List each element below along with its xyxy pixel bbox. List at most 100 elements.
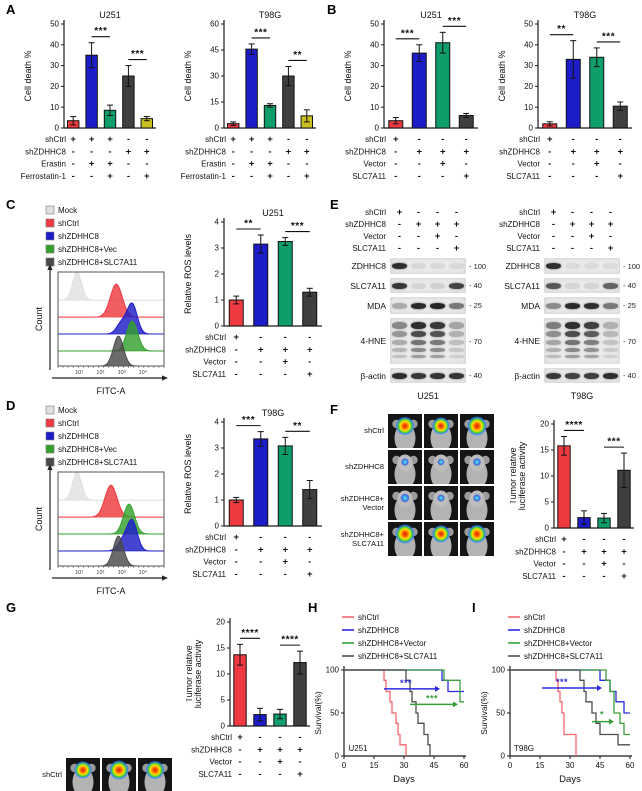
antibody-label: SLC7A11 [350,280,386,291]
panel-label-c: C [6,197,16,212]
condition-symbol: + [297,769,303,780]
blot-condition-symbol: + [607,218,614,230]
blot-band [603,348,618,352]
condition-row-label: shZDHHC8 [515,547,556,556]
blot-band [411,322,426,329]
x-tick-label: 45 [596,761,605,770]
condition-row-label: shCtrl [205,333,226,342]
condition-symbol: - [394,146,397,157]
flow-curve [58,320,164,352]
y-tick-label: 40 [50,40,59,49]
bioluminescence-signal [437,494,445,502]
legend-swatch [45,218,55,228]
condition-symbol: + [126,146,132,157]
condition-symbol: + [70,134,76,145]
panel-label-b: B [327,2,337,17]
y-tick-label: 30 [370,61,379,70]
x-axis-label: Days [559,774,581,785]
cell-line-label: T98G [514,744,534,753]
blot-condition-symbol: + [453,218,460,230]
condition-symbol: - [278,769,281,780]
fitc-axis-label: FITC-A [97,586,126,596]
condition-row-label: SLC7A11 [522,572,556,581]
blot-strip [390,258,466,274]
condition-symbol: + [267,134,273,145]
western-blot-u251: shCtrl + - - - shZDHHC8- + + + Vector - - + - SLC7A11-… [338,206,486,402]
blot-band [565,302,580,309]
flow-curve [58,283,164,318]
condition-symbol: - [235,357,238,368]
significance-stars: *** [291,221,304,232]
fitc-axis-arrow [162,375,168,381]
annotation-arrow [597,685,602,692]
condition-symbol: - [595,171,598,182]
y-tick-label: 0 [529,124,534,133]
blot-band [449,348,464,352]
x-tick-label: 0 [342,761,347,770]
antibody-label: MDA [367,300,386,311]
luciferase-bar-chart-u251: 0 5 10 15 20 Tumor relative luciferase activit… [508,408,640,597]
mouse-image [460,450,494,484]
blot-band [411,302,426,309]
mouse-image [460,414,494,448]
condition-symbol: - [582,534,585,545]
blot-strip [544,278,620,293]
condition-row-label: Vector [517,160,540,169]
condition-symbol: + [267,159,273,170]
condition-symbol: - [619,159,622,170]
condition-symbol: - [232,146,235,157]
condition-symbol: - [259,332,262,343]
significance-stars: ** [293,421,302,432]
condition-symbol: - [308,557,311,568]
condition-symbol: - [258,769,261,780]
significance-stars: *** [242,415,255,426]
chart-title: U251 [99,10,121,20]
y-axis-label: luciferase activity [193,639,203,708]
blot-band [430,263,445,269]
significance-stars: ** [244,219,253,230]
x-tick-label: 10² [96,570,104,576]
mouse-group-label: shZDHHC8 [345,462,384,472]
count-axis-label: Count [34,307,44,332]
chart-title: T98G [574,10,597,20]
blot-band [430,340,445,345]
legend-label: shZDHHC8 [58,232,99,241]
molecular-weight-label: - 40 [469,281,482,290]
legend-label: shZDHHC8 [358,626,399,635]
y-tick-label: 50 [524,20,533,29]
condition-row-label: Vector [209,758,232,767]
blot-band [546,282,561,289]
blot-condition-symbol: - [416,230,421,242]
rescue-bar-chart-u251: U251 0 10 20 30 40 50 Cell death % *** *** shCtrl +… [336,8,484,197]
legend-label: shZDHHC8 [58,432,99,441]
molecular-weight-label: - 40 [623,371,636,380]
blot-condition-label: shCtrl [365,207,386,217]
blot-band [449,331,464,337]
blot-condition-symbol: + [569,218,576,230]
condition-row-label: shCtrl [365,135,386,144]
ros-bar-chart-t98g: T98G 0 1 2 3 4 Relative ROS levels *** ** shCtrl +… [176,406,328,595]
blot-band [603,372,618,379]
condition-symbol: - [308,532,311,543]
condition-symbol: - [72,146,75,157]
y-tick-label: 30 [210,72,219,81]
condition-symbol: + [297,744,303,755]
blot-band [449,372,464,379]
y-tick-label: 4 [215,418,220,427]
panel-label-i: I [472,600,476,615]
blot-condition-symbol: + [607,242,614,254]
antibody-label: SLC7A11 [504,280,540,291]
condition-row-label: Ferrostatin-1 [21,172,67,181]
blot-strip [390,297,466,314]
y-tick-label: 20 [540,420,549,429]
blot-band [584,331,599,337]
y-axis-label: Relative ROS levels [183,233,193,314]
condition-symbol: - [465,134,468,145]
blot-band [546,331,561,337]
blot-band [603,282,618,289]
blot-band [430,302,445,309]
condition-symbol: - [127,171,130,182]
blot-band [565,263,580,269]
y-tick-label: 0 [221,722,226,731]
